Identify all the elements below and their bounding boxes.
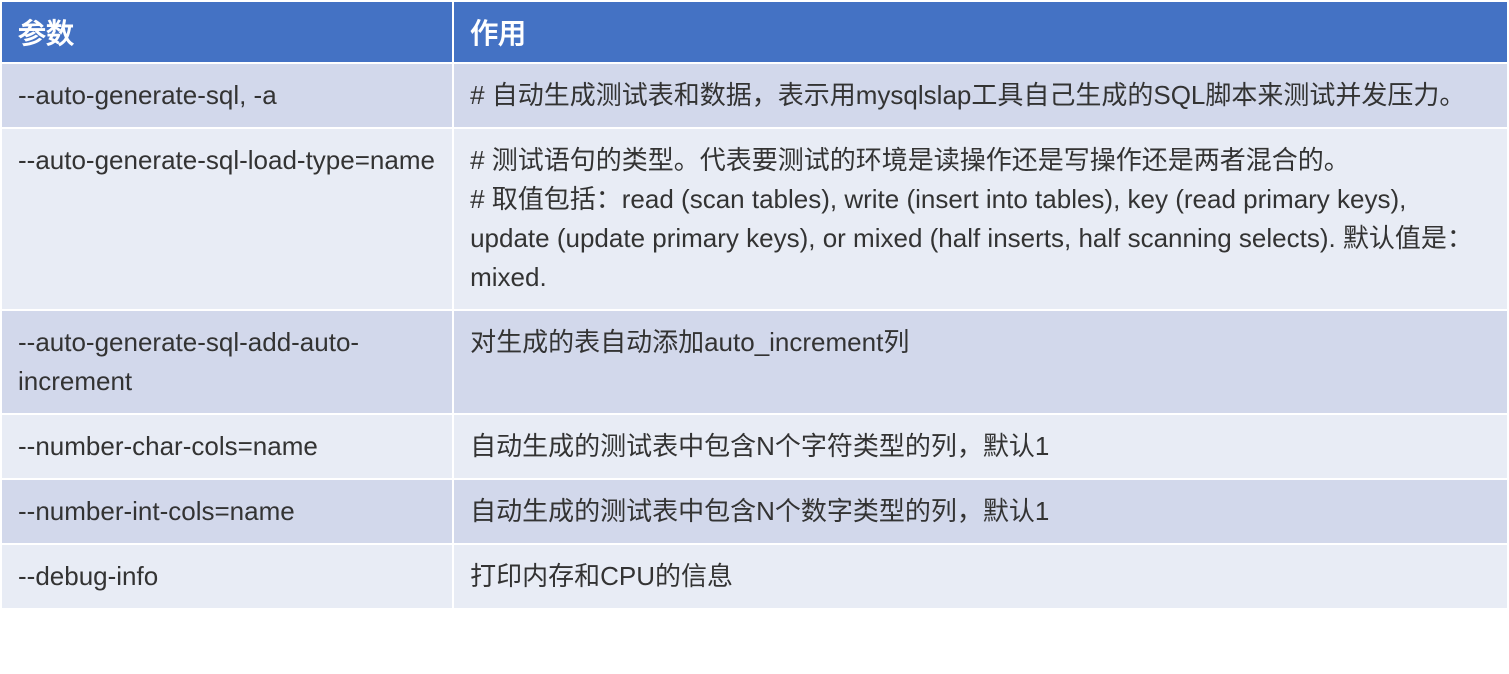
cell-param: --auto-generate-sql, -a xyxy=(1,63,453,128)
cell-desc: 自动生成的测试表中包含N个字符类型的列，默认1 xyxy=(453,414,1508,479)
table-header-row: 参数 作用 xyxy=(1,1,1508,63)
header-param: 参数 xyxy=(1,1,453,63)
header-desc: 作用 xyxy=(453,1,1508,63)
cell-desc: 自动生成的测试表中包含N个数字类型的列，默认1 xyxy=(453,479,1508,544)
table-row: --number-int-cols=name 自动生成的测试表中包含N个数字类型… xyxy=(1,479,1508,544)
cell-param: --auto-generate-sql-add-auto-increment xyxy=(1,310,453,414)
table-row: --auto-generate-sql-load-type=name # 测试语… xyxy=(1,128,1508,310)
table-row: --auto-generate-sql, -a # 自动生成测试表和数据，表示用… xyxy=(1,63,1508,128)
table-row: --debug-info 打印内存和CPU的信息 xyxy=(1,544,1508,609)
table-row: --auto-generate-sql-add-auto-increment 对… xyxy=(1,310,1508,414)
table-row: --number-char-cols=name 自动生成的测试表中包含N个字符类… xyxy=(1,414,1508,479)
cell-param: --number-int-cols=name xyxy=(1,479,453,544)
cell-param: --auto-generate-sql-load-type=name xyxy=(1,128,453,310)
params-table: 参数 作用 --auto-generate-sql, -a # 自动生成测试表和… xyxy=(0,0,1509,610)
cell-desc: 打印内存和CPU的信息 xyxy=(453,544,1508,609)
cell-desc: # 测试语句的类型。代表要测试的环境是读操作还是写操作还是两者混合的。 # 取值… xyxy=(453,128,1508,310)
cell-desc: # 自动生成测试表和数据，表示用mysqlslap工具自己生成的SQL脚本来测试… xyxy=(453,63,1508,128)
cell-param: --number-char-cols=name xyxy=(1,414,453,479)
cell-desc: 对生成的表自动添加auto_increment列 xyxy=(453,310,1508,414)
cell-param: --debug-info xyxy=(1,544,453,609)
